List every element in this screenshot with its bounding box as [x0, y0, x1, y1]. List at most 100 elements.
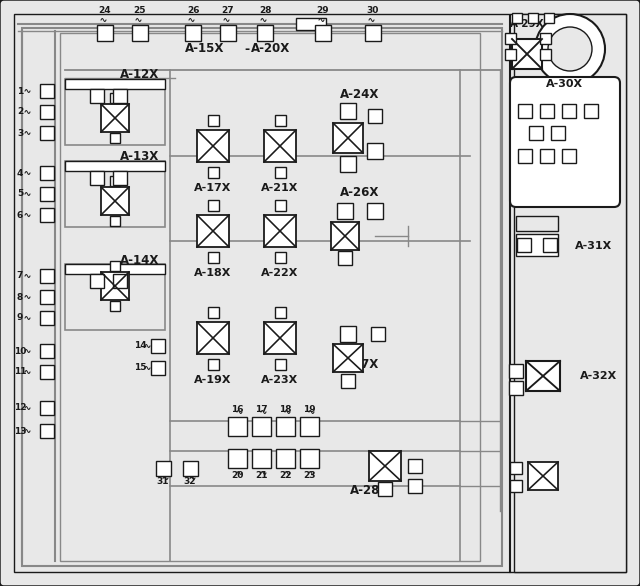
Bar: [110, 93, 120, 103]
Bar: [408, 459, 422, 473]
Text: 10: 10: [14, 346, 26, 356]
Bar: [65, 161, 165, 227]
Text: A-30X: A-30X: [547, 79, 584, 89]
Bar: [207, 166, 218, 178]
Bar: [252, 417, 271, 436]
Bar: [518, 149, 532, 163]
Text: 24: 24: [99, 6, 111, 15]
Text: A-28X: A-28X: [350, 485, 390, 498]
Bar: [338, 251, 352, 265]
Bar: [151, 339, 165, 353]
Text: A-23X: A-23X: [261, 375, 299, 385]
Bar: [512, 13, 522, 23]
Bar: [207, 199, 218, 210]
Text: 3: 3: [17, 128, 23, 138]
Bar: [65, 79, 165, 89]
Bar: [65, 79, 165, 145]
Text: A-21X: A-21X: [261, 183, 299, 193]
Bar: [544, 13, 554, 23]
Bar: [516, 234, 558, 256]
Text: A-13X: A-13X: [120, 151, 159, 163]
Bar: [517, 238, 531, 252]
Text: A-14X: A-14X: [120, 254, 159, 267]
Text: 9: 9: [17, 314, 23, 322]
Text: A-17X: A-17X: [195, 183, 232, 193]
Text: 8: 8: [17, 292, 23, 302]
Bar: [207, 251, 218, 263]
Text: 21: 21: [255, 472, 268, 481]
Text: 30: 30: [367, 6, 379, 15]
Bar: [110, 261, 120, 271]
Bar: [110, 176, 120, 186]
Text: 15: 15: [134, 363, 147, 373]
Bar: [275, 251, 285, 263]
Bar: [378, 482, 392, 496]
Bar: [528, 13, 538, 23]
Bar: [113, 89, 127, 103]
Text: A-12X: A-12X: [120, 69, 159, 81]
Bar: [367, 143, 383, 159]
Text: 27: 27: [221, 6, 234, 15]
Text: 22: 22: [279, 472, 292, 481]
FancyBboxPatch shape: [510, 77, 620, 207]
Text: A-29X: A-29X: [509, 19, 544, 29]
Text: 6: 6: [17, 210, 23, 220]
Bar: [40, 290, 54, 304]
Bar: [275, 359, 285, 370]
Bar: [40, 126, 54, 140]
Bar: [296, 18, 326, 30]
Text: A-26X: A-26X: [340, 186, 380, 199]
Bar: [526, 361, 560, 391]
Bar: [371, 327, 385, 341]
Bar: [504, 32, 515, 43]
Bar: [97, 25, 113, 41]
Bar: [264, 215, 296, 247]
Bar: [340, 326, 356, 342]
Circle shape: [548, 27, 592, 71]
Bar: [529, 126, 543, 140]
Bar: [509, 381, 523, 395]
Bar: [182, 461, 198, 475]
Bar: [40, 166, 54, 180]
Bar: [337, 203, 353, 219]
Bar: [300, 449, 319, 468]
Bar: [264, 322, 296, 354]
Bar: [110, 216, 120, 226]
Bar: [510, 480, 522, 492]
Bar: [275, 166, 285, 178]
Circle shape: [535, 14, 605, 84]
Bar: [40, 187, 54, 201]
Bar: [509, 364, 523, 378]
Bar: [110, 133, 120, 143]
Bar: [257, 25, 273, 41]
Bar: [543, 238, 557, 252]
Text: 11: 11: [13, 367, 26, 376]
Bar: [518, 104, 532, 118]
Bar: [276, 449, 295, 468]
Bar: [65, 264, 165, 330]
Bar: [220, 25, 236, 41]
Bar: [207, 306, 218, 318]
Text: 23: 23: [303, 472, 316, 481]
Text: 12: 12: [13, 404, 26, 413]
Bar: [368, 109, 382, 123]
Text: A-32X: A-32X: [580, 371, 617, 381]
Text: 20: 20: [231, 472, 244, 481]
Bar: [331, 222, 359, 250]
Bar: [65, 264, 165, 274]
Text: A-20X: A-20X: [252, 43, 291, 56]
Text: 2: 2: [17, 107, 23, 117]
Bar: [333, 344, 363, 372]
Bar: [40, 84, 54, 98]
Bar: [275, 199, 285, 210]
Bar: [562, 104, 576, 118]
Bar: [40, 344, 54, 358]
Text: A-24X: A-24X: [340, 87, 380, 101]
Text: A-27X: A-27X: [340, 357, 380, 370]
Text: A-22X: A-22X: [261, 268, 299, 278]
Bar: [528, 462, 558, 490]
Bar: [40, 269, 54, 283]
Bar: [156, 461, 170, 475]
Bar: [90, 89, 104, 103]
Bar: [300, 417, 319, 436]
